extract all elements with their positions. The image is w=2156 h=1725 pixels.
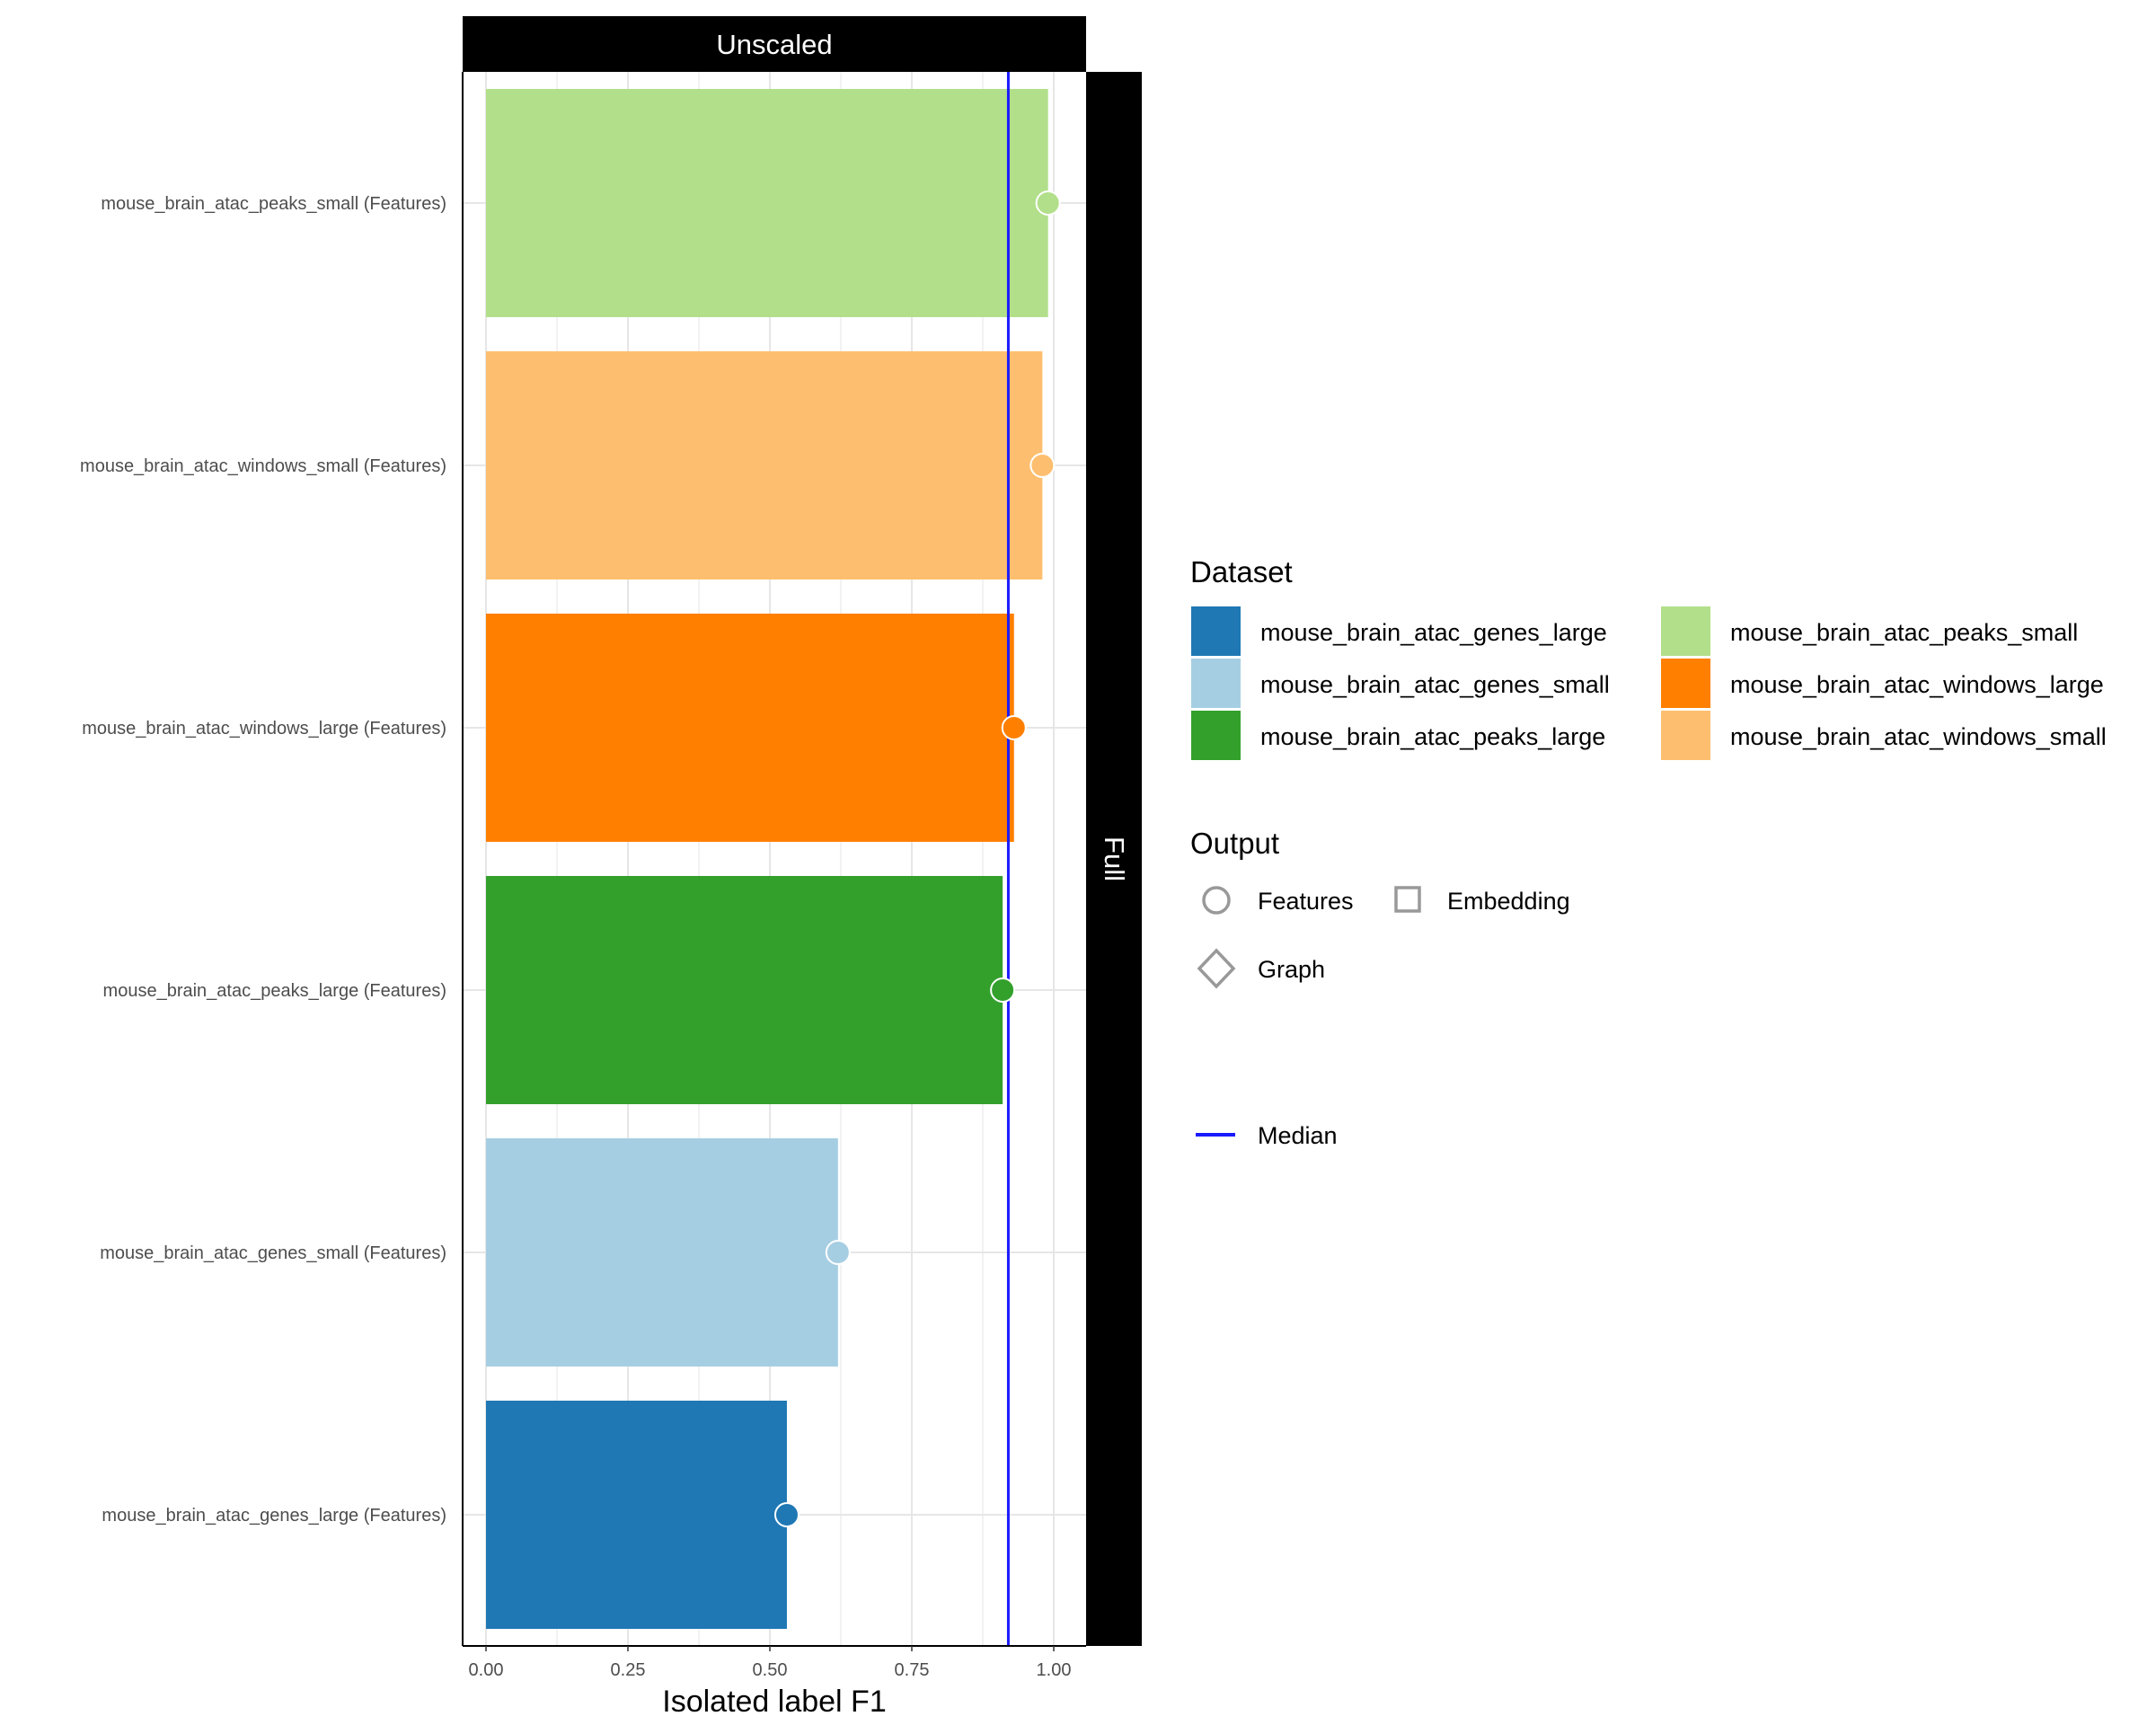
legend-dataset-label: mouse_brain_atac_windows_small bbox=[1730, 723, 2107, 750]
y-tick-label: mouse_brain_atac_genes_small (Features) bbox=[100, 1243, 446, 1263]
legend-dataset-title: Dataset bbox=[1190, 555, 1293, 588]
y-tick-labels: mouse_brain_atac_peaks_small (Features) m… bbox=[80, 194, 446, 1526]
x-tick-labels: 0.00 0.25 0.50 0.75 1.00 bbox=[469, 1646, 1072, 1680]
legend-diamond-icon bbox=[1197, 948, 1236, 989]
legend-output-label: Features bbox=[1258, 888, 1354, 915]
legend-dataset-label: mouse_brain_atac_peaks_large bbox=[1260, 723, 1605, 750]
legend-output-label: Embedding bbox=[1447, 888, 1570, 915]
legend-circle-icon bbox=[1202, 886, 1231, 915]
legend-dataset-label: mouse_brain_atac_windows_large bbox=[1730, 671, 2104, 698]
legend-swatch bbox=[1661, 711, 1710, 760]
plot-panel bbox=[463, 72, 1086, 1646]
legend-swatch bbox=[1661, 606, 1710, 656]
x-tick-label: 0.50 bbox=[753, 1660, 788, 1680]
legend-median-label: Median bbox=[1258, 1122, 1338, 1149]
facet-strip-right-label: Full bbox=[1099, 836, 1130, 881]
bar bbox=[486, 89, 1048, 317]
bar bbox=[486, 1138, 838, 1367]
point-features-circle bbox=[1035, 190, 1061, 216]
legend-swatch bbox=[1661, 659, 1710, 708]
legend-dataset-label: mouse_brain_atac_peaks_small bbox=[1730, 619, 2078, 646]
legend-dataset-label: mouse_brain_atac_genes_large bbox=[1260, 619, 1607, 646]
legend-output-title: Output bbox=[1190, 827, 1279, 860]
legend-dataset-label: mouse_brain_atac_genes_small bbox=[1260, 671, 1610, 698]
x-tick-label: 0.25 bbox=[611, 1660, 646, 1680]
x-axis-title: Isolated label F1 bbox=[662, 1685, 887, 1719]
points bbox=[773, 190, 1061, 1527]
legend-output-label: Graph bbox=[1258, 956, 1325, 983]
point-features-circle bbox=[1029, 453, 1056, 478]
facet-strip-right bbox=[1086, 72, 1142, 1646]
point-features-circle bbox=[825, 1240, 851, 1265]
legend-swatch bbox=[1191, 606, 1241, 656]
y-tick-label: mouse_brain_atac_windows_small (Features… bbox=[80, 456, 446, 476]
x-tick-label: 1.00 bbox=[1037, 1660, 1072, 1680]
y-tick-label: mouse_brain_atac_peaks_small (Features) bbox=[101, 194, 446, 214]
y-tick-label: mouse_brain_atac_windows_large (Features… bbox=[82, 719, 446, 739]
legend: Dataset mouse_brain_atac_genes_largemous… bbox=[1190, 555, 2107, 1149]
facet-strip-top-label: Unscaled bbox=[716, 29, 832, 60]
bar bbox=[486, 1401, 787, 1629]
legend-swatch bbox=[1191, 711, 1241, 760]
x-tick-label: 0.00 bbox=[469, 1660, 504, 1680]
y-tick-label: mouse_brain_atac_peaks_large (Features) bbox=[103, 981, 446, 1001]
y-tick-label: mouse_brain_atac_genes_large (Features) bbox=[102, 1506, 446, 1526]
bar bbox=[486, 876, 1003, 1104]
legend-square-icon bbox=[1394, 886, 1421, 913]
x-tick-label: 0.75 bbox=[895, 1660, 930, 1680]
bar bbox=[486, 614, 1014, 842]
point-features-circle bbox=[1001, 715, 1027, 740]
point-features-circle bbox=[773, 1502, 800, 1527]
facet-strip-top bbox=[463, 16, 1086, 72]
legend-swatch bbox=[1191, 659, 1241, 708]
point-features-circle bbox=[990, 978, 1016, 1003]
bar bbox=[486, 351, 1043, 579]
bars bbox=[486, 89, 1048, 1629]
